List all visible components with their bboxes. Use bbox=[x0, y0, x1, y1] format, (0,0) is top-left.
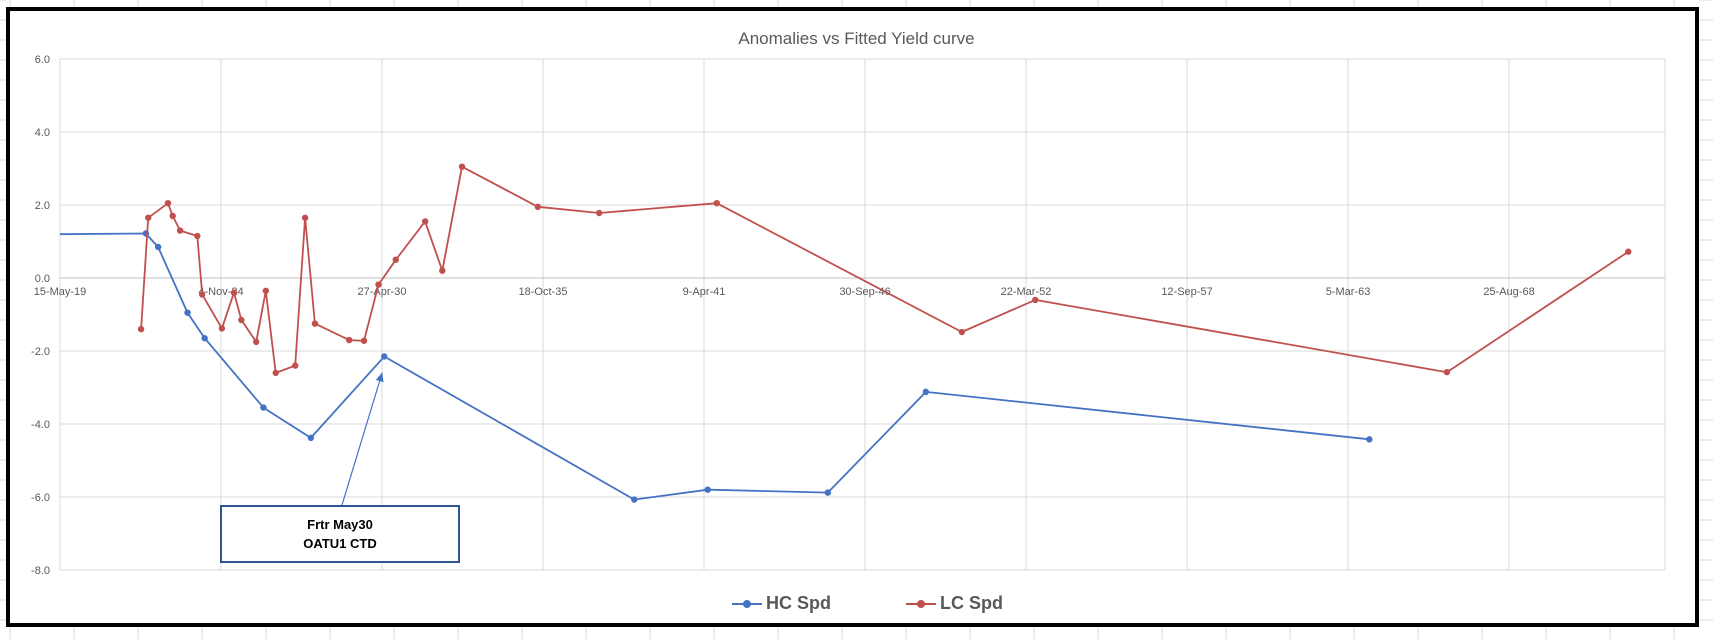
data-point-lc-spd bbox=[262, 287, 270, 294]
y-tick-label: 6.0 bbox=[35, 54, 50, 66]
data-point-lc-spd bbox=[421, 218, 429, 225]
y-tick-label: -2.0 bbox=[31, 346, 50, 358]
data-point-lc-spd bbox=[169, 212, 176, 220]
data-point-lc-spd bbox=[137, 325, 145, 333]
x-tick-label: 12-Sep-57 bbox=[1161, 286, 1212, 298]
data-point-lc-spd bbox=[194, 232, 201, 240]
legend-item-lc-spd[interactable]: LC Spd bbox=[906, 593, 1003, 614]
data-point-lc-spd bbox=[392, 256, 399, 263]
data-point-lc-spd bbox=[1625, 248, 1632, 255]
data-point-lc-spd bbox=[198, 291, 206, 298]
annotation-arrow-line bbox=[341, 372, 383, 506]
annotation-arrow bbox=[341, 372, 384, 506]
x-tick-label: 5-Mar-63 bbox=[1326, 286, 1371, 298]
data-point-lc-spd bbox=[272, 369, 279, 377]
data-point-lc-spd bbox=[145, 214, 152, 221]
data-point-lc-spd bbox=[1032, 296, 1039, 304]
y-tick-label: -8.0 bbox=[31, 565, 50, 577]
data-point-lc-spd bbox=[375, 281, 382, 288]
data-point-lc-spd bbox=[595, 209, 603, 217]
data-point-hc-spd bbox=[1366, 436, 1373, 443]
legend-label-lc-spd: LC Spd bbox=[940, 593, 1003, 613]
y-tick-label: 2.0 bbox=[35, 200, 50, 212]
series-line-hc-spd bbox=[59, 232, 1370, 501]
data-point-lc-spd bbox=[1443, 368, 1451, 376]
y-tick-label: 4.0 bbox=[35, 127, 50, 139]
data-point-hc-spd bbox=[704, 486, 711, 493]
legend-label-hc-spd: HC Spd bbox=[766, 593, 831, 613]
data-point-lc-spd bbox=[534, 203, 542, 211]
legend-marker-hc-spd bbox=[732, 597, 762, 611]
gridlines bbox=[59, 58, 1666, 571]
data-point-lc-spd bbox=[958, 328, 966, 336]
data-point-lc-spd bbox=[252, 338, 260, 346]
axis-labels: 6.04.02.00.0-2.0-4.0-6.0-8.015-May-19 4-N… bbox=[31, 54, 1535, 577]
y-tick-label: -4.0 bbox=[31, 419, 50, 431]
data-point-hc-spd bbox=[307, 434, 315, 442]
data-point-lc-spd bbox=[439, 267, 446, 274]
x-tick-label: 30-Sep-46 bbox=[839, 286, 890, 298]
data-point-lc-spd bbox=[345, 336, 353, 344]
data-point-lc-spd bbox=[360, 337, 368, 344]
annotation-callout-box[interactable]: Frtr May30 OATU1 CTD bbox=[220, 505, 460, 563]
x-tick-label: 27-Apr-30 bbox=[358, 286, 407, 298]
annotation-arrowhead bbox=[375, 372, 384, 383]
data-point-hc-spd bbox=[184, 309, 191, 316]
legend-marker-lc-spd bbox=[906, 597, 936, 611]
x-tick-label: 22-Mar-52 bbox=[1001, 286, 1052, 298]
data-point-hc-spd bbox=[381, 353, 388, 360]
data-point-lc-spd bbox=[218, 325, 226, 332]
data-point-lc-spd bbox=[458, 163, 466, 170]
data-point-lc-spd bbox=[238, 316, 245, 324]
chart-title: Anomalies vs Fitted Yield curve bbox=[738, 29, 975, 48]
annotation-line-2: OATU1 CTD bbox=[303, 536, 377, 551]
data-point-lc-spd bbox=[176, 227, 184, 234]
data-point-lc-spd bbox=[301, 214, 309, 221]
x-tick-label: 15-May-19 bbox=[34, 286, 87, 298]
x-tick-label: 25-Aug-68 bbox=[1483, 286, 1534, 298]
data-point-hc-spd bbox=[631, 496, 638, 503]
data-point-lc-spd bbox=[230, 289, 238, 296]
x-tick-label: 18-Oct-35 bbox=[519, 286, 568, 298]
y-tick-label: 0.0 bbox=[35, 273, 50, 285]
data-point-hc-spd bbox=[154, 243, 162, 251]
legend-item-hc-spd[interactable]: HC Spd bbox=[732, 593, 831, 614]
data-point-hc-spd bbox=[260, 404, 267, 411]
data-point-hc-spd bbox=[201, 335, 208, 342]
series bbox=[59, 163, 1632, 503]
legend: HC Spd LC Spd bbox=[0, 593, 1713, 615]
data-point-lc-spd bbox=[292, 362, 299, 369]
y-tick-label: -6.0 bbox=[31, 492, 50, 504]
data-point-hc-spd bbox=[824, 489, 832, 496]
x-tick-label: 9-Apr-41 bbox=[683, 286, 726, 298]
annotation-line-1: Frtr May30 bbox=[307, 517, 373, 532]
data-point-lc-spd bbox=[164, 199, 172, 207]
data-point-lc-spd bbox=[713, 199, 720, 207]
data-point-hc-spd bbox=[922, 388, 930, 396]
data-point-lc-spd bbox=[311, 320, 319, 327]
